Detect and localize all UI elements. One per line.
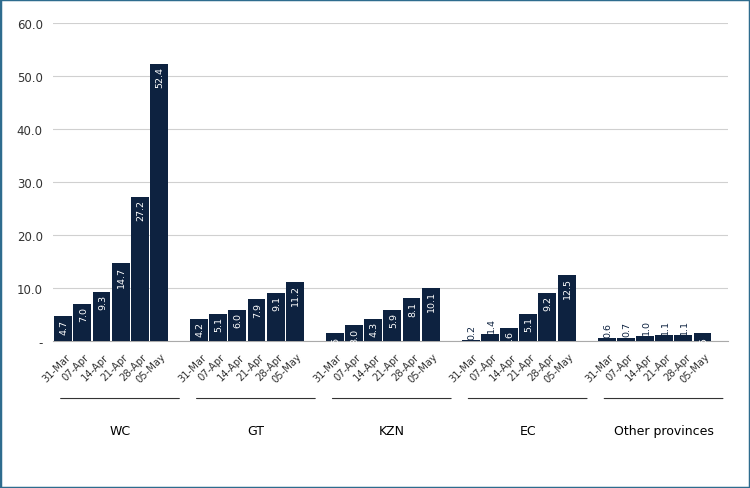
Bar xyxy=(656,336,674,342)
Bar xyxy=(462,341,480,342)
Bar xyxy=(674,336,692,342)
Text: WC: WC xyxy=(110,424,130,437)
Bar xyxy=(598,339,616,342)
Text: 52.4: 52.4 xyxy=(155,67,164,88)
Text: 4.2: 4.2 xyxy=(196,322,205,337)
Bar xyxy=(538,293,556,342)
Bar xyxy=(500,328,518,342)
Text: 1.4: 1.4 xyxy=(487,318,496,333)
Bar xyxy=(267,293,284,342)
Text: KZN: KZN xyxy=(379,424,405,437)
Text: 1.0: 1.0 xyxy=(641,320,650,335)
Text: 7.9: 7.9 xyxy=(253,302,262,317)
Bar xyxy=(345,326,363,342)
Text: Other provinces: Other provinces xyxy=(614,424,713,437)
Text: 8.1: 8.1 xyxy=(408,301,417,316)
Text: 11.2: 11.2 xyxy=(291,285,300,305)
Bar xyxy=(383,310,401,342)
Text: 5.1: 5.1 xyxy=(214,317,223,332)
Bar xyxy=(519,315,537,342)
Text: 6.0: 6.0 xyxy=(234,312,243,327)
Bar xyxy=(326,333,344,342)
Text: 12.5: 12.5 xyxy=(563,278,572,299)
Text: 5.9: 5.9 xyxy=(388,312,398,327)
Bar xyxy=(403,299,421,342)
Bar xyxy=(92,292,110,342)
Bar xyxy=(636,336,654,342)
Text: 1.6: 1.6 xyxy=(332,335,340,350)
Text: 7.0: 7.0 xyxy=(79,306,88,322)
Text: 1.1: 1.1 xyxy=(661,319,670,334)
Bar xyxy=(150,64,168,342)
Text: 0.2: 0.2 xyxy=(467,324,476,339)
Text: 1.1: 1.1 xyxy=(680,319,688,334)
Bar xyxy=(190,319,208,342)
Bar xyxy=(74,305,92,342)
Bar xyxy=(209,315,227,342)
Text: 27.2: 27.2 xyxy=(136,200,146,221)
Text: 9.3: 9.3 xyxy=(98,295,107,310)
Text: 4.7: 4.7 xyxy=(60,319,69,334)
Bar xyxy=(481,334,499,342)
Bar xyxy=(248,300,266,342)
Text: 9.2: 9.2 xyxy=(544,295,553,310)
Bar xyxy=(694,334,712,342)
Text: 0.7: 0.7 xyxy=(622,321,632,336)
Bar xyxy=(130,198,148,342)
Bar xyxy=(422,288,440,342)
Text: 4.3: 4.3 xyxy=(370,321,379,336)
Bar xyxy=(557,276,575,342)
Text: 14.7: 14.7 xyxy=(117,266,126,287)
Text: EC: EC xyxy=(519,424,536,437)
Bar xyxy=(54,317,72,342)
Bar xyxy=(286,283,304,342)
Bar xyxy=(364,319,382,342)
Bar xyxy=(112,264,130,342)
Text: 9.1: 9.1 xyxy=(272,296,281,310)
Text: 5.1: 5.1 xyxy=(525,317,534,332)
Text: GT: GT xyxy=(248,424,265,437)
Text: 0.6: 0.6 xyxy=(603,322,612,337)
Bar xyxy=(617,338,635,342)
Text: 2.6: 2.6 xyxy=(506,330,515,345)
Text: 3.0: 3.0 xyxy=(350,328,359,343)
Text: 10.1: 10.1 xyxy=(427,290,436,311)
Text: 1.5: 1.5 xyxy=(699,336,708,351)
Bar xyxy=(229,310,246,342)
